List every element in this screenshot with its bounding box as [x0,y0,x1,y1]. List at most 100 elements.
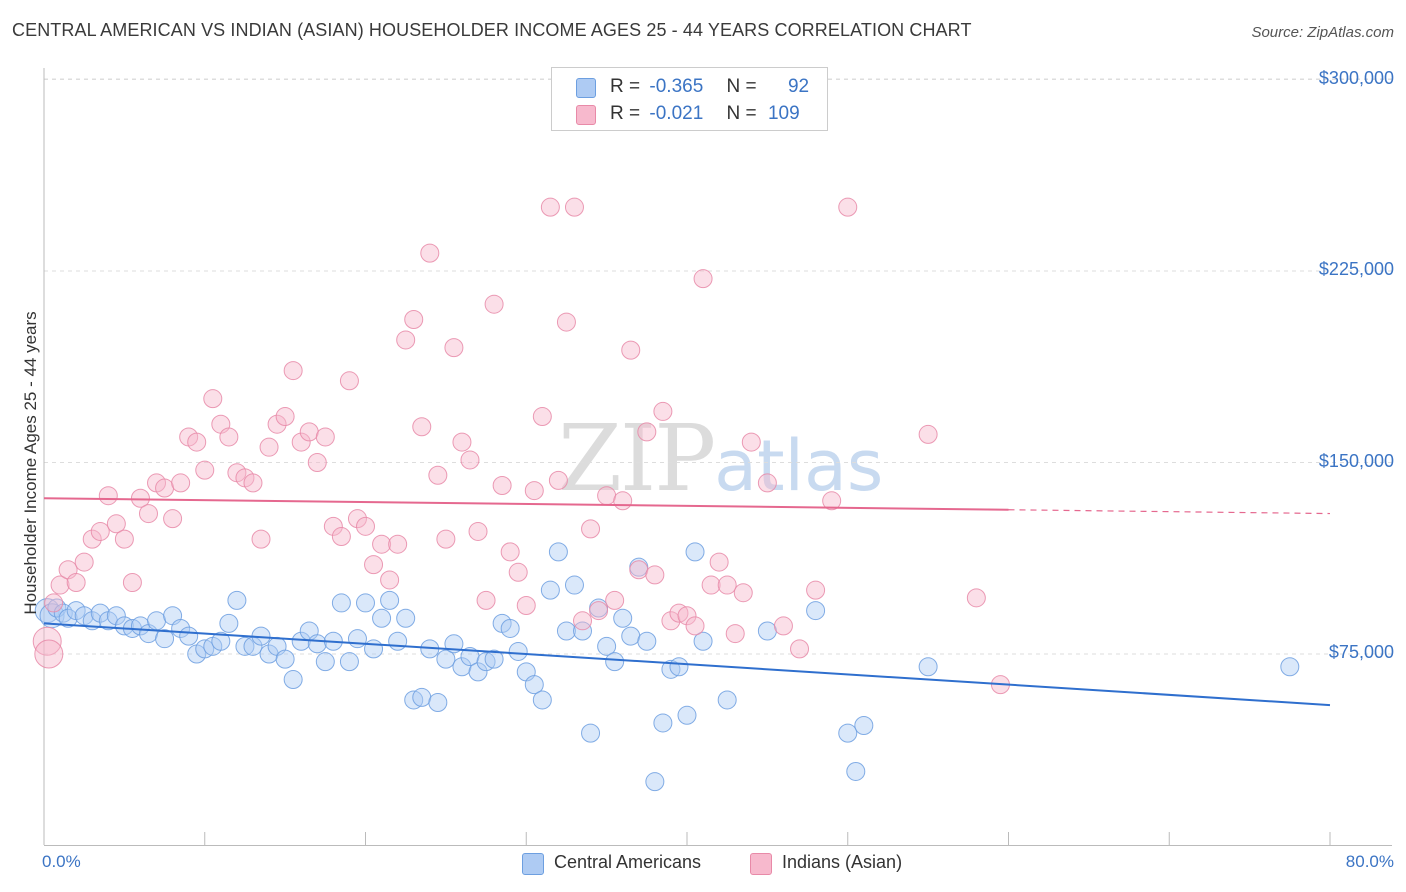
data-point-indian-asian [339,371,359,391]
data-point-indian-asian [315,427,335,447]
data-point-indian-asian [693,269,713,289]
data-point-central-american [380,590,400,610]
legend: R = -0.365 N = 92 R = -0.021 N = 109 [551,67,828,131]
data-point-indian-asian [171,473,191,493]
data-point-indian-asian [251,529,271,549]
data-point-indian-asian [637,422,657,442]
data-point-indian-asian [122,573,142,593]
data-point-central-american [669,657,689,677]
watermark: ZIPatlas [558,405,883,512]
trend-lines [43,497,1331,707]
bottom-legend-label: Indians (Asian) [782,852,903,872]
data-point-central-american [806,601,826,621]
data-point-indian-asian [404,310,424,330]
data-point-indian-asian [187,432,207,452]
y-tick-label: $150,000 [1318,450,1394,471]
data-point-central-american [846,761,866,781]
data-point-indian-asian [717,575,737,595]
data-point-indian-asian [468,521,488,541]
data-point-indian-asian [323,516,343,536]
trend-line-indians-asian-extension [1008,509,1331,515]
data-point-central-american [364,639,384,659]
data-point-central-american [307,634,327,654]
data-point-central-american [645,772,665,792]
data-point-central-american [854,715,874,735]
data-point-central-american [613,608,633,628]
data-point-indian-asian [195,460,215,480]
data-point-indian-asian [420,243,440,263]
data-point-central-american [179,626,199,646]
data-point-central-american [637,631,657,651]
data-point-central-american [685,542,705,562]
data-point-central-american [436,649,456,669]
data-point-indian-asian [741,432,761,452]
y-tick-label: $300,000 [1318,67,1394,88]
data-point-indian-asian [677,606,697,626]
data-point-indian-asian [32,626,62,656]
data-point-central-american [540,580,560,600]
source-label: Source: ZipAtlas.com [1251,24,1394,41]
data-point-indian-asian [444,338,464,358]
data-point-indian-asian [701,575,721,595]
legend-n-value: 109 [767,103,800,124]
data-point-central-american [356,593,375,613]
legend-r-value: -0.021 [649,103,704,124]
data-point-central-american [106,606,126,626]
data-point-indian-asian [114,529,134,549]
data-point-central-american [605,652,625,672]
data-point-central-american [195,639,215,659]
data-point-central-american [315,652,335,672]
data-point-central-american [428,693,448,713]
data-point-indian-asian [436,529,456,549]
series-central-americans [34,542,1300,792]
data-point-indian-asian [484,294,504,314]
data-point-indian-asian [396,330,416,350]
data-point-indian-asian [492,475,512,495]
data-point-central-american [339,652,359,672]
x-tick-label-max: 80.0% [1345,852,1394,871]
data-point-indian-asian [589,601,609,621]
data-point-indian-asian [685,616,705,636]
data-point-indian-asian [540,197,560,217]
data-point-central-american [484,649,504,669]
data-point-central-american [114,616,134,636]
data-point-indian-asian [428,465,448,485]
data-point-indian-asian [130,488,150,508]
data-point-central-american [508,641,528,661]
data-point-indian-asian [452,432,472,452]
trend-line-central-americans [43,622,1331,707]
data-point-indian-asian [34,639,64,669]
data-point-indian-asian [645,565,665,585]
data-point-central-american [283,670,303,690]
series-indians-asian [32,197,1010,695]
chart-title: CENTRAL AMERICAN VS INDIAN (ASIAN) HOUSE… [12,20,972,40]
data-point-central-american [372,608,392,628]
bottom-legend-label: Central Americans [554,852,702,872]
data-point-indian-asian [709,552,729,572]
data-point-indian-asian [219,427,239,447]
data-point-indian-asian [516,595,536,615]
legend-n-label: N = [726,76,757,97]
data-point-indian-asian [106,514,126,534]
data-point-central-american [235,636,255,656]
data-point-indian-asian [66,573,86,593]
data-point-indian-asian [556,312,576,332]
data-point-indian-asian [388,534,408,554]
data-point-central-american [211,631,231,651]
data-point-indian-asian [163,509,183,529]
data-point-indian-asian [597,486,617,506]
data-point-central-american [227,590,247,610]
data-point-indian-asian [50,575,70,595]
data-point-indian-asian [364,555,384,575]
data-point-indian-asian [532,407,552,427]
data-point-central-american [621,626,641,646]
data-point-indian-asian [613,491,633,511]
data-point-indian-asian [138,504,158,524]
data-point-central-american [653,713,673,733]
data-point-central-american [219,613,239,633]
data-point-central-american [661,659,681,679]
data-point-indian-asian [460,450,480,470]
data-point-indian-asian [500,542,520,562]
bottom-legend-swatch-pink [750,853,772,875]
